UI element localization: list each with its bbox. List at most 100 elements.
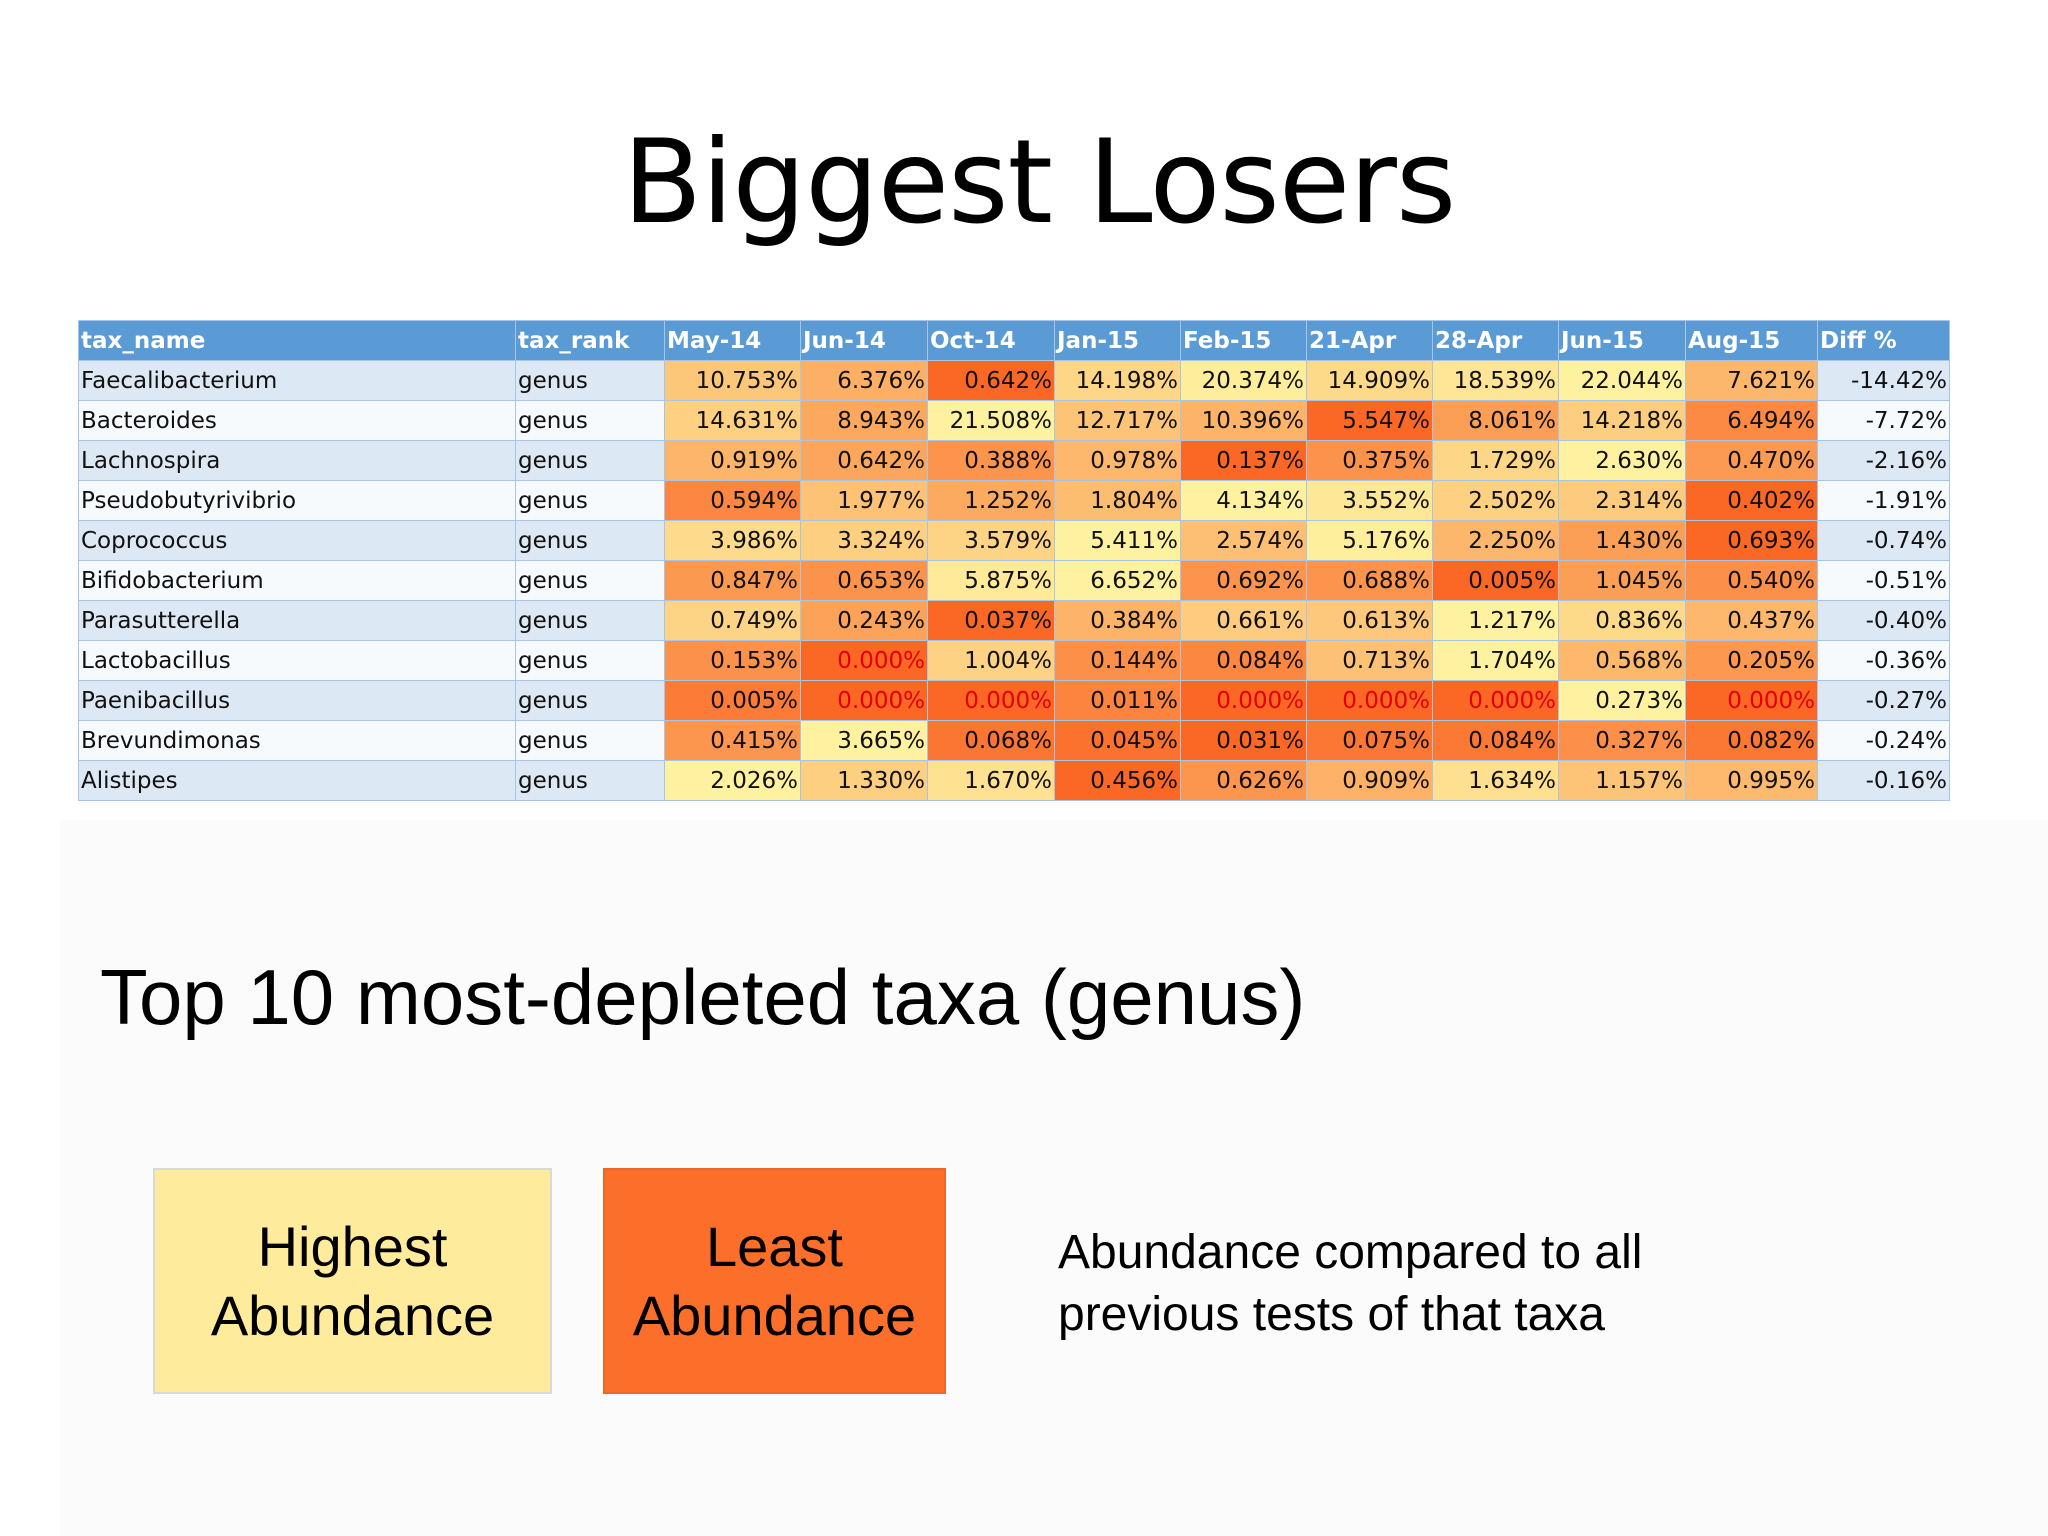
abundance-cell: 0.594% (664, 480, 801, 521)
abundance-cell: 0.642% (800, 440, 928, 481)
abundance-cell: 1.977% (800, 480, 928, 521)
abundance-cell: 3.552% (1306, 480, 1433, 521)
abundance-cell: 20.374% (1180, 360, 1307, 401)
column-header: Oct-14 (927, 320, 1055, 361)
abundance-cell: 18.539% (1432, 360, 1559, 401)
abundance-cell: 0.661% (1180, 600, 1307, 641)
abundance-cell: 3.986% (664, 520, 801, 561)
abundance-cell: 0.000% (1306, 680, 1433, 721)
tax-rank-cell: genus (515, 400, 665, 441)
abundance-cell: 0.437% (1685, 600, 1818, 641)
abundance-cell: 0.384% (1054, 600, 1181, 641)
abundance-cell: 2.630% (1558, 440, 1686, 481)
abundance-cell: 14.198% (1054, 360, 1181, 401)
tax-name-cell: Bacteroides (78, 400, 516, 441)
abundance-cell: 0.000% (1685, 680, 1818, 721)
abundance-cell: 2.026% (664, 760, 801, 801)
abundance-cell: 0.456% (1054, 760, 1181, 801)
column-header: Diff % (1817, 320, 1950, 361)
tax-rank-cell: genus (515, 640, 665, 681)
tax-rank-cell: genus (515, 680, 665, 721)
abundance-cell: 0.045% (1054, 720, 1181, 761)
abundance-cell: 0.205% (1685, 640, 1818, 681)
abundance-cell: 0.000% (1180, 680, 1307, 721)
abundance-cell: 1.004% (927, 640, 1055, 681)
legend-high-line1: Highest (257, 1215, 448, 1278)
column-header: 28-Apr (1432, 320, 1559, 361)
abundance-cell: 1.330% (800, 760, 928, 801)
abundance-cell: 14.631% (664, 400, 801, 441)
tax-name-cell: Faecalibacterium (78, 360, 516, 401)
abundance-cell: 0.000% (1432, 680, 1559, 721)
diff-percent-cell: -0.16% (1817, 760, 1950, 801)
tax-name-cell: Bifidobacterium (78, 560, 516, 601)
tax-rank-cell: genus (515, 560, 665, 601)
table-row: Alistipes genus 2.026% 1.330% 1.670% 0.456% 0.… (78, 760, 1950, 801)
abundance-cell: 0.144% (1054, 640, 1181, 681)
abundance-cell: 0.713% (1306, 640, 1433, 681)
tax-rank-cell: genus (515, 760, 665, 801)
abundance-cell: 5.875% (927, 560, 1055, 601)
abundance-cell: 1.670% (927, 760, 1055, 801)
abundance-cell: 5.176% (1306, 520, 1433, 561)
abundance-cell: 0.978% (1054, 440, 1181, 481)
abundance-cell: 22.044% (1558, 360, 1686, 401)
tax-name-cell: Pseudobutyrivibrio (78, 480, 516, 521)
abundance-cell: 0.000% (800, 640, 928, 681)
abundance-cell: 1.252% (927, 480, 1055, 521)
diff-percent-cell: -1.91% (1817, 480, 1950, 521)
legend-highest-abundance: Highest Abundance (153, 1168, 552, 1394)
slide-title: Biggest Losers (622, 115, 1457, 250)
abundance-cell: 2.502% (1432, 480, 1559, 521)
abundance-cell: 0.836% (1558, 600, 1686, 641)
abundance-cell: 12.717% (1054, 400, 1181, 441)
abundance-cell: 1.804% (1054, 480, 1181, 521)
abundance-cell: 0.847% (664, 560, 801, 601)
abundance-cell: 0.153% (664, 640, 801, 681)
abundance-cell: 0.031% (1180, 720, 1307, 761)
abundance-cell: 0.692% (1180, 560, 1307, 601)
column-header: Feb-15 (1180, 320, 1307, 361)
abundance-cell: 0.613% (1306, 600, 1433, 641)
table-row: Parasutterella genus 0.749% 0.243% 0.037% 0.3… (78, 600, 1950, 641)
abundance-cell: 0.084% (1432, 720, 1559, 761)
diff-percent-cell: -0.74% (1817, 520, 1950, 561)
abundance-cell: 0.693% (1685, 520, 1818, 561)
column-header: Jun-15 (1558, 320, 1686, 361)
abundance-cell: 0.137% (1180, 440, 1307, 481)
abundance-cell: 0.037% (927, 600, 1055, 641)
diff-percent-cell: -0.27% (1817, 680, 1950, 721)
table-row: Coprococcus genus 3.986% 3.324% 3.579% 5.411%… (78, 520, 1950, 561)
abundance-cell: 0.688% (1306, 560, 1433, 601)
abundance-cell: 0.243% (800, 600, 928, 641)
diff-percent-cell: -0.36% (1817, 640, 1950, 681)
legend-note: Abundance compared to all previous tests… (1058, 1226, 1643, 1341)
abundance-cell: 1.430% (1558, 520, 1686, 561)
abundance-cell: 0.005% (664, 680, 801, 721)
abundance-cell: 1.045% (1558, 560, 1686, 601)
abundance-cell: 2.574% (1180, 520, 1307, 561)
tax-rank-cell: genus (515, 480, 665, 521)
abundance-cell: 0.000% (800, 680, 928, 721)
table-row: Paenibacillus genus 0.005% 0.000% 0.000% 0.01… (78, 680, 1950, 721)
abundance-heatmap-table: tax_name tax_rank May-14 Jun-14 Oct-14 Jan-15… (78, 320, 1950, 801)
abundance-cell: 0.995% (1685, 760, 1818, 801)
abundance-cell: 5.411% (1054, 520, 1181, 561)
table-row: Lactobacillus genus 0.153% 0.000% 1.004% 0.14… (78, 640, 1950, 681)
abundance-cell: 3.665% (800, 720, 928, 761)
abundance-cell: 5.547% (1306, 400, 1433, 441)
abundance-cell: 0.084% (1180, 640, 1307, 681)
column-header: Aug-15 (1685, 320, 1818, 361)
column-header: 21-Apr (1306, 320, 1433, 361)
table-row: Brevundimonas genus 0.415% 3.665% 0.068% 0.04… (78, 720, 1950, 761)
abundance-cell: 0.470% (1685, 440, 1818, 481)
diff-percent-cell: -0.40% (1817, 600, 1950, 641)
abundance-cell: 0.568% (1558, 640, 1686, 681)
abundance-cell: 2.314% (1558, 480, 1686, 521)
tax-name-cell: Lactobacillus (78, 640, 516, 681)
abundance-cell: 0.540% (1685, 560, 1818, 601)
column-header: tax_name (78, 320, 516, 361)
abundance-cell: 0.000% (927, 680, 1055, 721)
abundance-cell: 0.082% (1685, 720, 1818, 761)
abundance-cell: 0.626% (1180, 760, 1307, 801)
